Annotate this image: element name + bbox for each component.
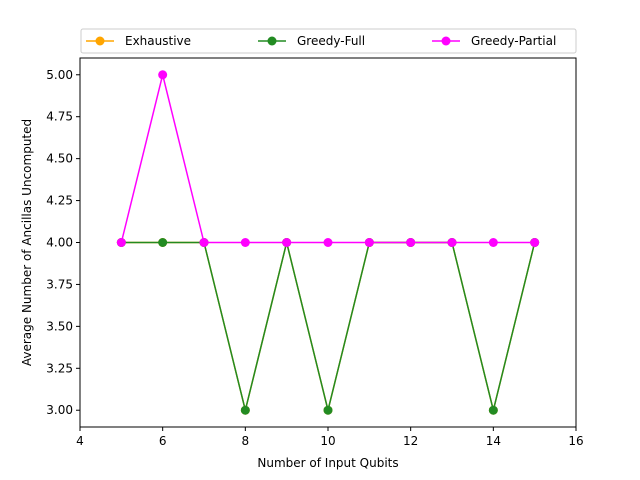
- data-point-greedy-partial: [240, 238, 250, 247]
- y-tick-label: 3.75: [46, 277, 73, 291]
- x-tick-label: 6: [159, 434, 167, 448]
- data-point-greedy-partial: [447, 238, 457, 247]
- y-tick-label: 3.25: [46, 361, 73, 375]
- data-point-greedy-full: [158, 238, 168, 247]
- plot-content: [116, 70, 540, 415]
- data-point-greedy-partial: [530, 238, 540, 247]
- legend-marker: [267, 36, 277, 46]
- series-greedy-full: [116, 238, 540, 415]
- data-point-greedy-partial: [116, 238, 126, 247]
- y-tick-label: 4.50: [46, 152, 73, 166]
- y-axis-label: Average Number of Ancillas Uncomputed: [20, 119, 34, 366]
- legend-frame: [80, 28, 577, 54]
- y-tick-label: 3.00: [46, 403, 73, 417]
- x-tick-label: 12: [403, 434, 418, 448]
- data-point-greedy-full: [240, 405, 250, 415]
- legend-entry-greedy-partial: Greedy-Partial: [432, 34, 556, 48]
- x-axis-label: Number of Input Qubits: [257, 456, 398, 470]
- data-point-greedy-partial: [282, 238, 292, 247]
- data-point-greedy-full: [323, 405, 333, 415]
- legend-label: Greedy-Full: [297, 34, 365, 48]
- series-greedy-partial: [116, 70, 540, 247]
- x-tick-label: 10: [320, 434, 335, 448]
- legend: Exhaustive Greedy-Full Greedy-Partial: [80, 28, 577, 54]
- data-point-greedy-partial: [488, 238, 498, 247]
- legend-entry-exhaustive: Exhaustive: [86, 34, 191, 48]
- y-tick-label: 4.00: [46, 236, 73, 250]
- data-point-greedy-partial: [364, 238, 374, 247]
- x-axis: 4 6 8 10 12 14 16: [76, 427, 584, 448]
- y-tick-label: 4.75: [46, 110, 73, 124]
- data-point-greedy-partial: [158, 70, 168, 80]
- legend-label: Exhaustive: [125, 34, 191, 48]
- series-exhaustive: [116, 238, 540, 415]
- y-tick-label: 3.50: [46, 319, 73, 333]
- y-axis: 3.00 3.25 3.50 3.75 4.00 4.25 4.50 4.75 5.00: [46, 68, 80, 417]
- x-tick-label: 14: [486, 434, 501, 448]
- data-point-greedy-full: [488, 405, 498, 415]
- series-line-greedy-full: [121, 241, 536, 411]
- legend-entry-greedy-full: Greedy-Full: [258, 34, 365, 48]
- x-tick-label: 8: [242, 434, 250, 448]
- data-point-greedy-partial: [199, 238, 209, 247]
- series-line-greedy-partial: [120, 74, 535, 244]
- x-tick-label: 4: [76, 434, 84, 448]
- data-point-greedy-partial: [323, 238, 333, 247]
- x-tick-label: 16: [568, 434, 583, 448]
- legend-marker: [95, 36, 105, 46]
- y-tick-label: 5.00: [46, 68, 73, 82]
- y-tick-label: 4.25: [46, 194, 73, 208]
- legend-label: Greedy-Partial: [471, 34, 556, 48]
- legend-marker: [441, 36, 451, 46]
- data-point-greedy-partial: [406, 238, 416, 247]
